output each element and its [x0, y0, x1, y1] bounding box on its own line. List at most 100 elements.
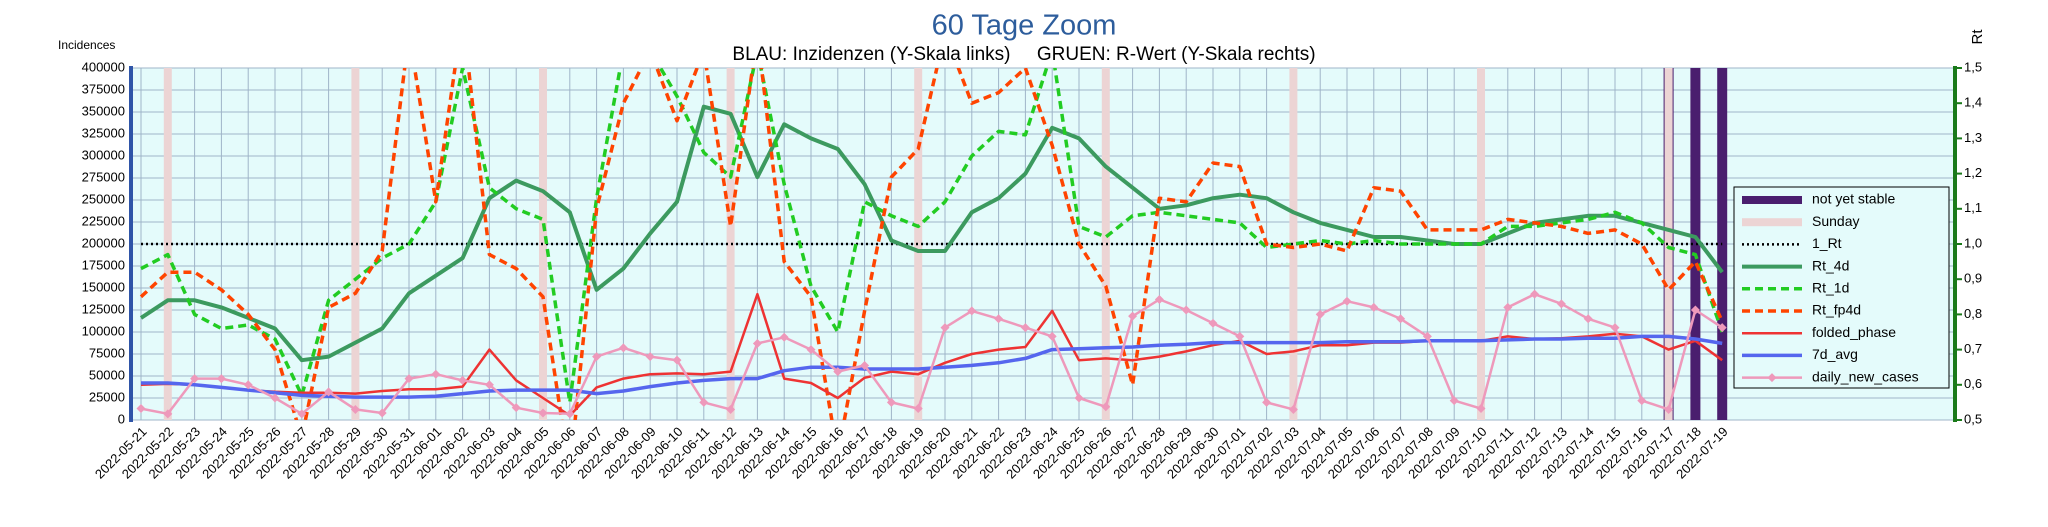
- series-marker: [967, 306, 977, 316]
- y-axis-label: Incidences: [58, 38, 115, 52]
- series-marker: [377, 408, 387, 418]
- series-marker: [806, 345, 816, 355]
- series-marker: [431, 369, 441, 379]
- series-marker: [1396, 314, 1406, 324]
- y2-tick-label: 0,9: [1964, 271, 1982, 286]
- series-marker: [1315, 309, 1325, 319]
- series-marker: [1208, 318, 1218, 328]
- legend-label: folded_phase: [1812, 324, 1896, 340]
- series-marker: [672, 355, 682, 365]
- series-marker: [270, 393, 280, 403]
- series-marker: [1583, 314, 1593, 324]
- series-marker: [1047, 331, 1057, 341]
- bar: [1664, 68, 1673, 420]
- legend-label: Rt_fp4d: [1812, 302, 1861, 318]
- series-marker: [458, 375, 468, 385]
- bar: [1289, 68, 1298, 420]
- series-marker: [618, 343, 628, 353]
- y-tick-label: 150000: [82, 279, 125, 294]
- y2-tick-label: 1,3: [1964, 130, 1982, 145]
- y-tick-label: 200000: [82, 235, 125, 250]
- legend-label: not yet stable: [1812, 191, 1895, 207]
- y-tick-label: 50000: [89, 367, 125, 382]
- y2-tick-label: 0,6: [1964, 376, 1982, 391]
- y-tick-label: 275000: [82, 169, 125, 184]
- legend: not yet stable Sunday 1_Rt Rt_4d Rt_1d Rt_fp4…: [1733, 186, 1950, 389]
- legend-swatch: [1742, 218, 1802, 227]
- chart-title: 60 Tage Zoom: [932, 10, 1117, 42]
- bar: [1690, 68, 1701, 420]
- series-marker: [860, 360, 870, 370]
- y2-axis-label: Rt: [1969, 29, 1986, 45]
- series-marker: [1476, 404, 1486, 414]
- series-marker: [190, 374, 200, 384]
- series-marker: [1262, 397, 1272, 407]
- y-tick-label: 100000: [82, 323, 125, 338]
- y-tick-label: 350000: [82, 103, 125, 118]
- series-marker: [779, 332, 789, 342]
- legend-marker: [1767, 373, 1777, 383]
- series-marker: [1101, 402, 1111, 412]
- y2-tick-label: 0,5: [1964, 411, 1982, 426]
- series-line: [140, 292, 1723, 416]
- bar: [1101, 68, 1110, 420]
- series-marker: [324, 387, 334, 397]
- series-marker: [1074, 393, 1084, 403]
- series-marker: [484, 380, 494, 390]
- y-tick-label: 75000: [89, 345, 125, 360]
- series-marker: [243, 380, 253, 390]
- series-marker: [1637, 396, 1647, 406]
- series-marker: [1610, 323, 1620, 333]
- series-line: [140, 68, 1724, 405]
- bar: [726, 68, 735, 420]
- series-marker: [699, 397, 709, 407]
- y2-tick-label: 0,7: [1964, 341, 1982, 356]
- y-tick-label: 300000: [82, 147, 125, 162]
- legend-label: 1_Rt: [1812, 235, 1842, 251]
- bar: [351, 68, 360, 420]
- series-marker: [1235, 331, 1245, 341]
- y2-tick-label: 1,4: [1964, 95, 1982, 110]
- series-marker: [1530, 289, 1540, 299]
- y2-tick-label: 1,0: [1964, 235, 1982, 250]
- series-marker: [1664, 404, 1674, 414]
- series-marker: [565, 409, 575, 419]
- series-marker: [1181, 305, 1191, 315]
- series-marker: [592, 352, 602, 362]
- series-marker: [1690, 305, 1700, 315]
- y-tick-label: 225000: [82, 213, 125, 228]
- legend-swatch: [1742, 196, 1802, 204]
- y-tick-label: 175000: [82, 257, 125, 272]
- y2-tick-label: 1,2: [1964, 165, 1982, 180]
- series-marker: [1717, 323, 1727, 333]
- legend-label: Rt_4d: [1812, 257, 1849, 273]
- lines: [136, 68, 1727, 420]
- series-marker: [1556, 299, 1566, 309]
- series-marker: [913, 404, 923, 414]
- series-marker: [216, 374, 226, 384]
- y-tick-label: 0: [118, 411, 125, 426]
- series-marker: [1342, 296, 1352, 306]
- series-marker: [404, 374, 414, 384]
- series-marker: [833, 367, 843, 377]
- series-marker: [511, 403, 521, 413]
- y-tick-label: 375000: [82, 81, 125, 96]
- series-marker: [163, 409, 173, 419]
- legend-label: daily_new_cases: [1812, 368, 1919, 384]
- y-tick-label: 25000: [89, 389, 125, 404]
- series-marker: [726, 404, 736, 414]
- series-marker: [1154, 294, 1164, 304]
- series-marker: [886, 397, 896, 407]
- y2-tick-label: 1,1: [1964, 200, 1982, 215]
- series-marker: [136, 404, 146, 414]
- series-marker: [1128, 311, 1138, 321]
- series-marker: [297, 409, 307, 419]
- series-marker: [940, 323, 950, 333]
- series-line: [139, 68, 1724, 420]
- series-marker: [1020, 323, 1030, 333]
- y-tick-label: 250000: [82, 191, 125, 206]
- series-marker: [645, 352, 655, 362]
- series-marker: [752, 338, 762, 348]
- series-marker: [994, 314, 1004, 324]
